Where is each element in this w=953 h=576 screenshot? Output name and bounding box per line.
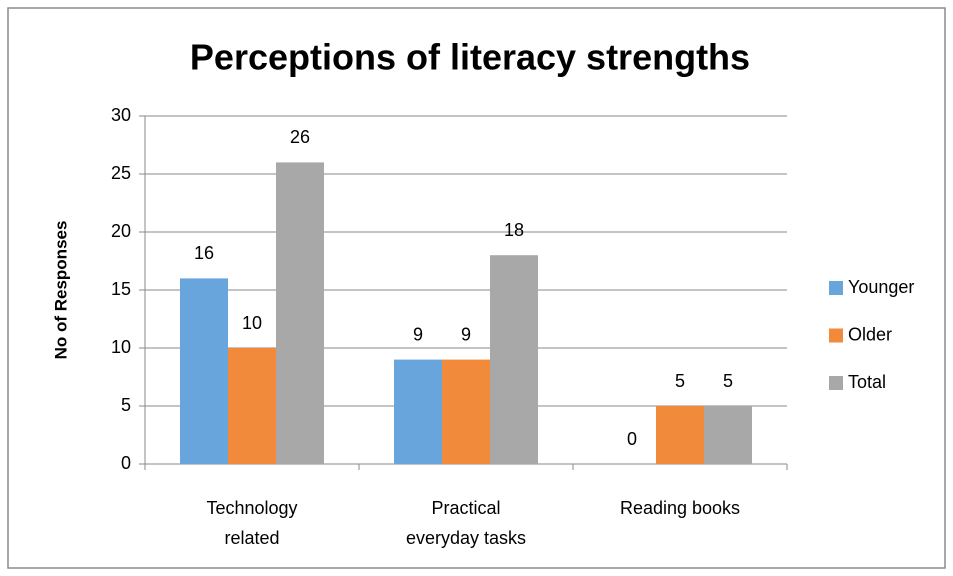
x-tick-label: Reading books [620, 498, 740, 518]
data-label: 9 [413, 324, 423, 344]
x-tick-label-line: Reading books [620, 498, 740, 518]
bar [490, 255, 538, 464]
y-tick-label: 5 [121, 395, 131, 415]
data-label: 9 [461, 324, 471, 344]
y-tick-label: 15 [111, 279, 131, 299]
bar [704, 406, 752, 464]
data-label: 5 [723, 371, 733, 391]
x-tick-label: Practical everyday tasks [406, 498, 526, 548]
y-tick-label: 0 [121, 453, 131, 473]
data-label: 0 [627, 429, 637, 449]
data-label: 5 [675, 371, 685, 391]
y-tick-label: 10 [111, 337, 131, 357]
legend-label: Younger [848, 277, 914, 297]
x-tick-label-line: Practical [431, 498, 500, 518]
y-tick-label: 30 [111, 105, 131, 125]
x-tick-label-line: related [224, 528, 279, 548]
chart-border [7, 7, 946, 569]
y-tick-label: 25 [111, 163, 131, 183]
bar [442, 359, 490, 464]
legend-swatch [829, 328, 843, 343]
bar [394, 359, 442, 464]
bar [656, 406, 704, 464]
legend-label: Older [848, 324, 892, 344]
legend-label: Total [848, 372, 886, 392]
data-label: 16 [194, 243, 214, 263]
x-tick-label-line: everyday tasks [406, 528, 526, 548]
x-tick-label-line: Technology [206, 498, 297, 518]
y-tick-label: 20 [111, 221, 131, 241]
y-axis-label: No of Responses [51, 221, 70, 360]
x-tick-label: Technology related [206, 498, 297, 548]
chart-title: Perceptions of literacy strengths [190, 37, 750, 78]
data-label: 10 [242, 313, 262, 333]
legend-swatch [829, 376, 843, 390]
bar [228, 348, 276, 464]
data-label: 18 [504, 220, 524, 240]
bar [180, 278, 228, 464]
data-label: 26 [290, 127, 310, 147]
legend-swatch [829, 281, 843, 295]
bar [276, 162, 324, 464]
